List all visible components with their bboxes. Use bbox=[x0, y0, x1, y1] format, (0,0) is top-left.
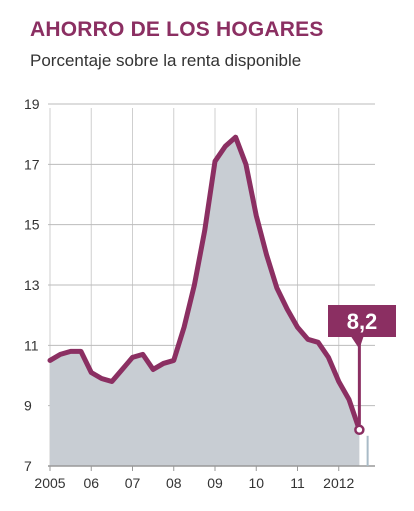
x-tick-label: 08 bbox=[166, 475, 182, 491]
x-tick-label: 07 bbox=[125, 475, 141, 491]
callout-label: 8,2 bbox=[347, 309, 378, 334]
callout-arrow bbox=[351, 337, 364, 349]
y-tick-label: 7 bbox=[24, 458, 32, 474]
series-line bbox=[47, 134, 362, 433]
x-tick-label: 2005 bbox=[34, 475, 65, 491]
x-tick-label: 11 bbox=[290, 475, 305, 491]
y-tick-label: 9 bbox=[24, 398, 32, 414]
x-tick-label: 10 bbox=[248, 475, 264, 491]
chart-subtitle: Porcentaje sobre la renta disponible bbox=[30, 51, 302, 70]
y-tick-label: 11 bbox=[24, 337, 39, 353]
x-tick-label: 2012 bbox=[323, 475, 354, 491]
area-fill bbox=[50, 137, 360, 466]
y-tick-label: 13 bbox=[24, 277, 40, 293]
callout-box bbox=[328, 305, 396, 337]
end-point-marker bbox=[354, 424, 365, 436]
y-tick-label: 17 bbox=[24, 156, 40, 172]
x-tick-label: 06 bbox=[83, 475, 99, 491]
chart-title: AHORRO DE LOS HOGARES bbox=[30, 18, 324, 41]
y-tick-label: 19 bbox=[24, 96, 40, 112]
x-tick-label: 09 bbox=[207, 475, 223, 491]
y-tick-label: 15 bbox=[24, 217, 40, 233]
